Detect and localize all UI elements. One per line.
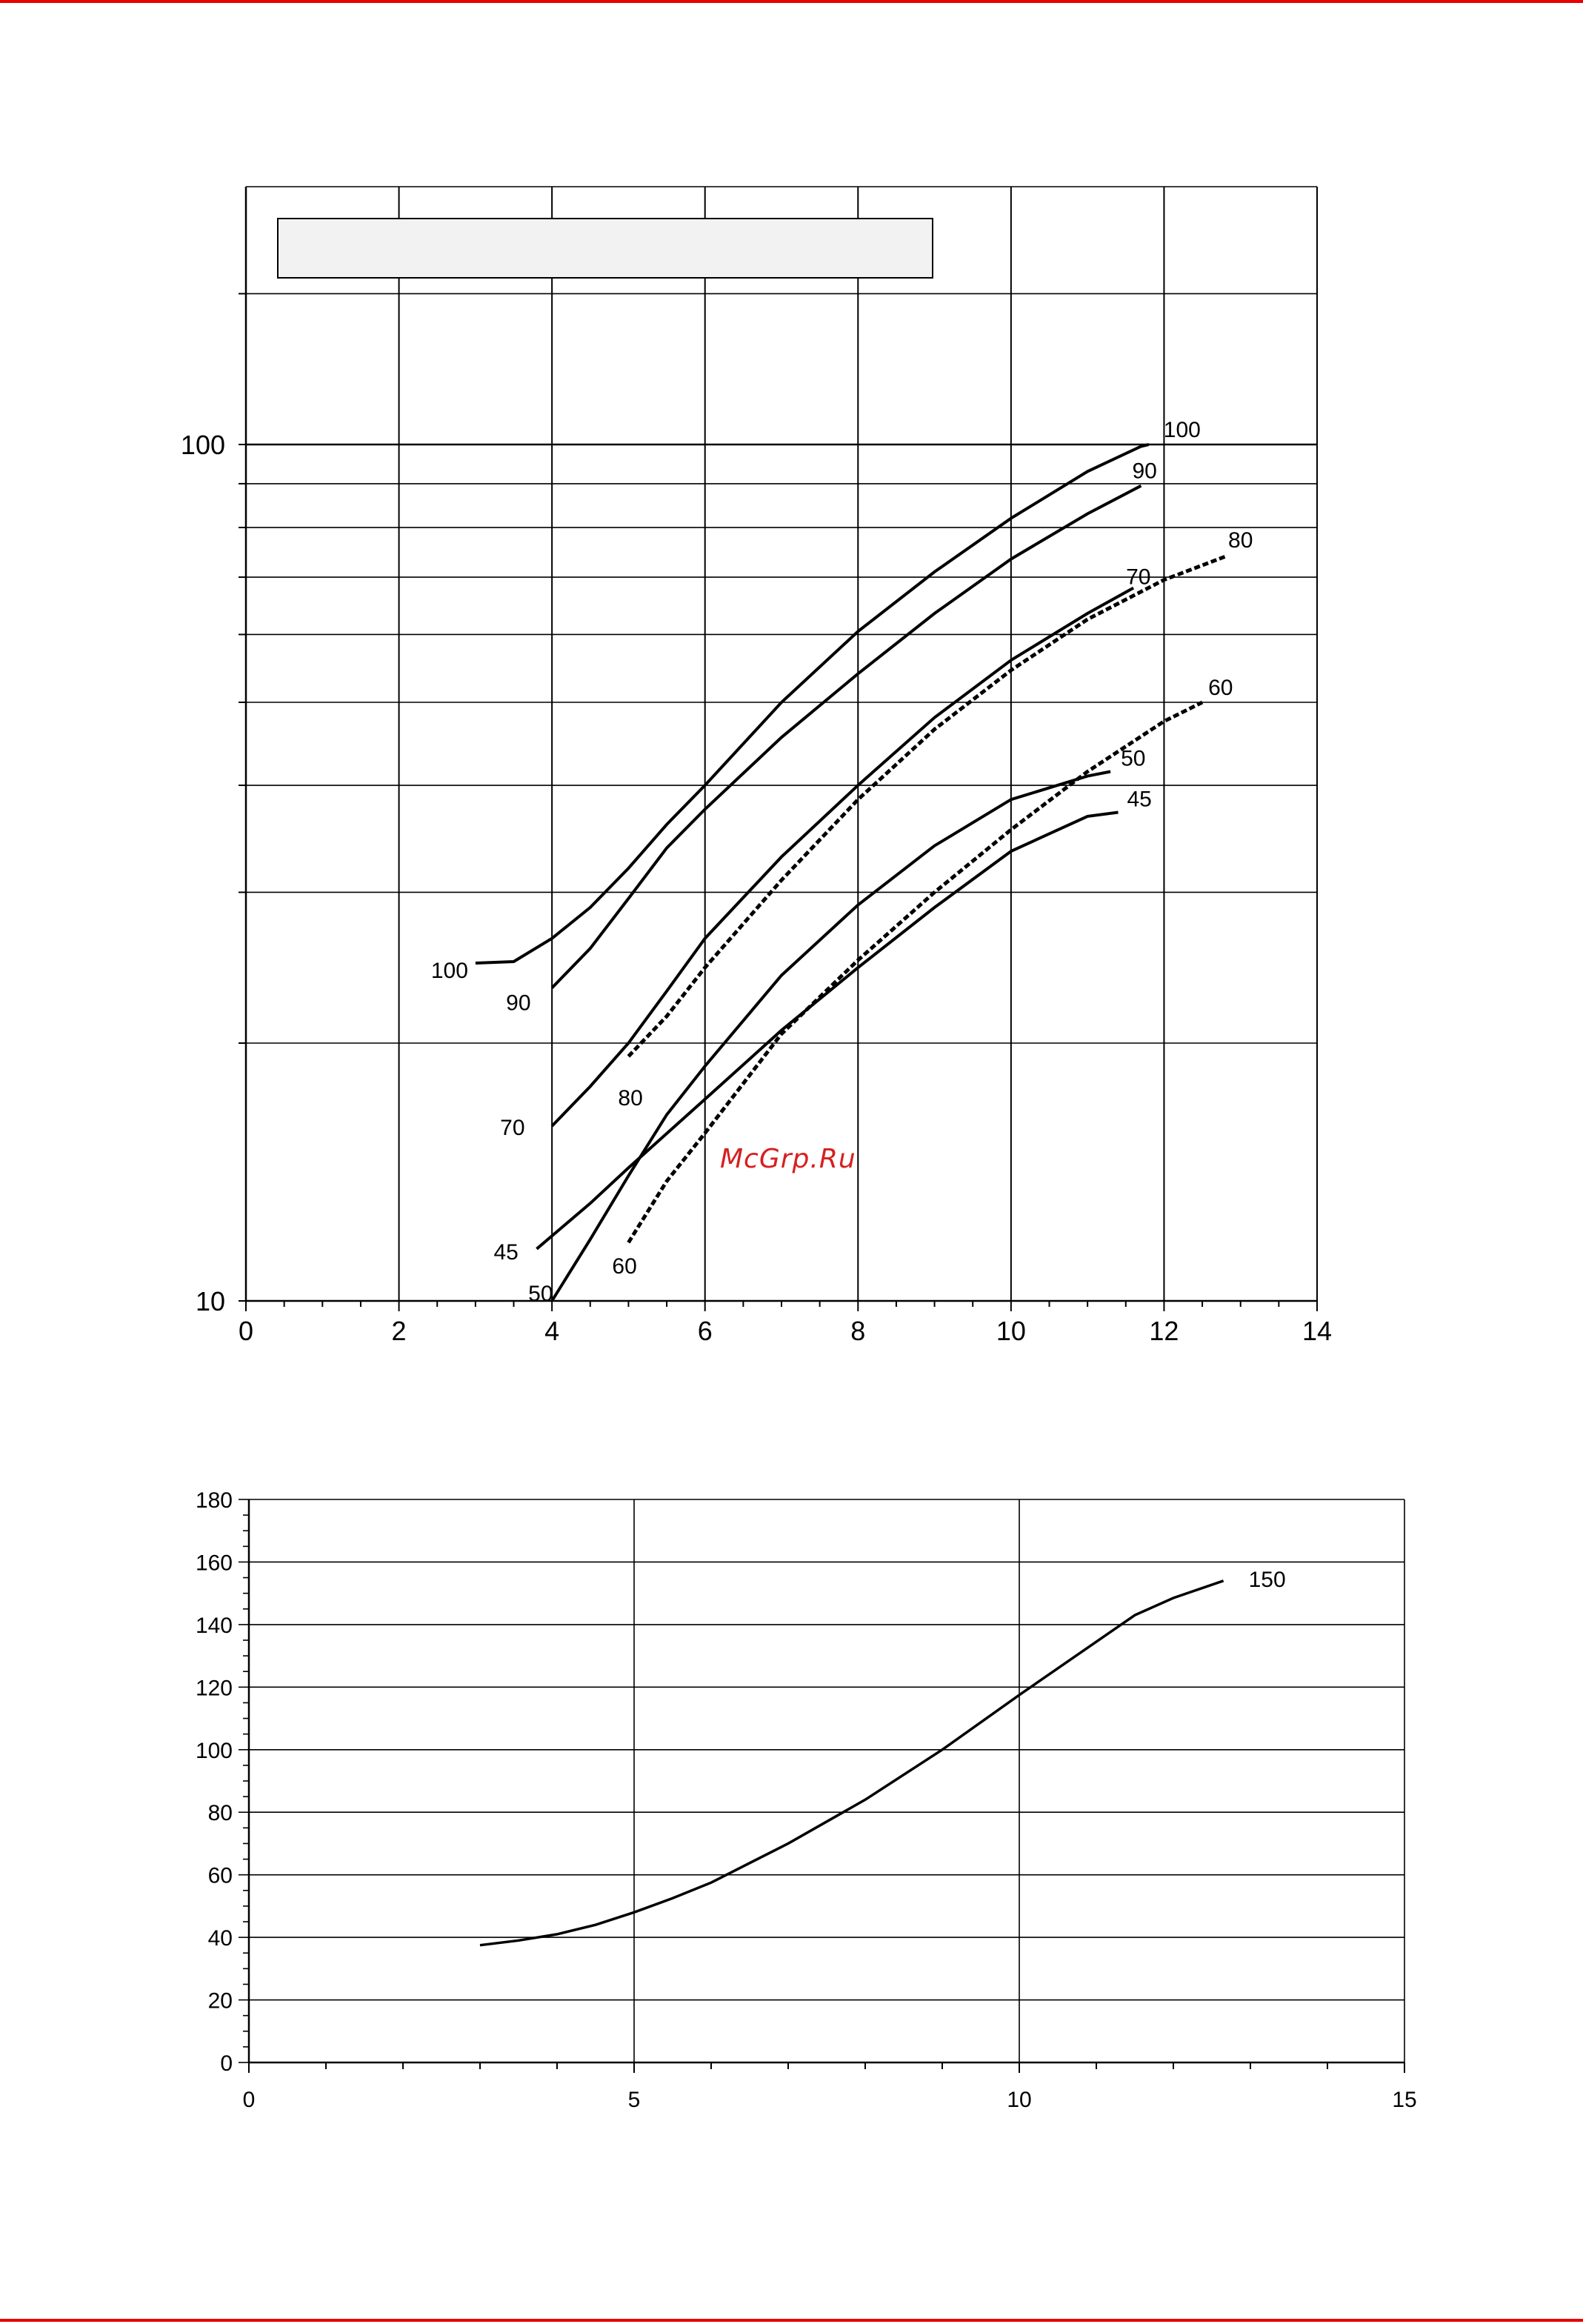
x-tick-label: 15 bbox=[1392, 2088, 1416, 2112]
series-start-label-60: 60 bbox=[612, 1254, 636, 1279]
y-tick-label: 120 bbox=[196, 1676, 233, 1700]
series-line-150 bbox=[479, 1579, 1224, 1947]
chart-1: 0 2 4 6 8 10 12 14 10 100 100 100 90 90 70 70 80 80 60 60 50… bbox=[181, 186, 1332, 1346]
x-tick-label: 0 bbox=[243, 2088, 256, 2112]
series-line-50 bbox=[550, 770, 1111, 1302]
series-line-60 bbox=[627, 700, 1204, 1244]
x-tick-label: 8 bbox=[850, 1316, 865, 1346]
series-line-70 bbox=[550, 586, 1135, 1128]
x-tick-label: 4 bbox=[544, 1316, 559, 1346]
series-end-label-100: 100 bbox=[1164, 418, 1201, 442]
y-tick-label: 140 bbox=[196, 1614, 233, 1638]
y-tick-label: 0 bbox=[220, 2051, 233, 2076]
series-line-90 bbox=[550, 484, 1142, 989]
series-end-label-70: 70 bbox=[1126, 565, 1150, 590]
series-end-label-90: 90 bbox=[1132, 459, 1156, 484]
x-tick-label: 12 bbox=[1149, 1316, 1179, 1346]
top-rule bbox=[0, 0, 1583, 3]
y-tick-label: 60 bbox=[208, 1864, 233, 1888]
y-tick-label: 180 bbox=[196, 1488, 233, 1513]
series-end-label-150: 150 bbox=[1249, 1568, 1286, 1592]
series-line-80 bbox=[627, 554, 1226, 1058]
y-tick-label: 100 bbox=[181, 430, 225, 460]
watermark: McGrp.Ru bbox=[720, 1144, 856, 1174]
series-line-100 bbox=[475, 443, 1150, 965]
series-start-label-90: 90 bbox=[506, 990, 530, 1015]
x-tick-label: 0 bbox=[239, 1316, 253, 1346]
series-line-45 bbox=[536, 810, 1119, 1251]
series-end-label-50: 50 bbox=[1121, 747, 1145, 771]
y-tick-label: 40 bbox=[208, 1926, 233, 1951]
y-tick-label: 10 bbox=[196, 1286, 225, 1316]
series-end-label-45: 45 bbox=[1127, 787, 1151, 811]
series-end-label-80: 80 bbox=[1228, 528, 1253, 553]
series-start-label-50: 50 bbox=[528, 1282, 553, 1306]
x-tick-label: 10 bbox=[996, 1316, 1026, 1346]
x-tick-label: 14 bbox=[1302, 1316, 1332, 1346]
y-tick-label: 160 bbox=[196, 1551, 233, 1575]
series-start-label-45: 45 bbox=[493, 1240, 518, 1265]
y-tick-label: 80 bbox=[208, 1801, 233, 1825]
series-start-label-100: 100 bbox=[431, 959, 468, 983]
y-tick-label: 20 bbox=[208, 1989, 233, 2014]
series-end-label-60: 60 bbox=[1208, 676, 1233, 700]
series-start-label-70: 70 bbox=[500, 1116, 524, 1140]
x-tick-label: 6 bbox=[698, 1316, 713, 1346]
x-tick-label: 10 bbox=[1007, 2088, 1031, 2112]
y-tick-label: 100 bbox=[196, 1739, 233, 1763]
bottom-rule bbox=[0, 2319, 1583, 2322]
chart-1-legend-box bbox=[277, 218, 933, 279]
x-tick-label: 2 bbox=[392, 1316, 407, 1346]
series-start-label-80: 80 bbox=[618, 1086, 642, 1111]
x-tick-label: 5 bbox=[628, 2088, 641, 2112]
